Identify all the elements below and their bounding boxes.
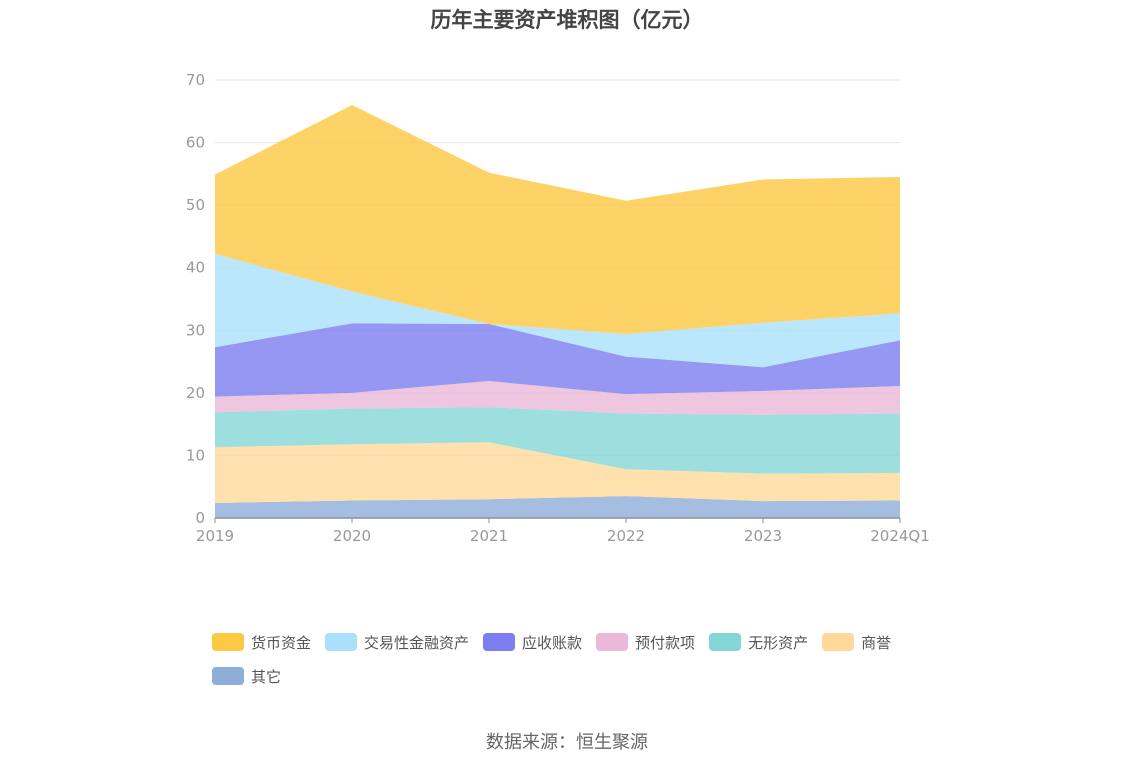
- chart-title: 历年主要资产堆积图（亿元）: [430, 8, 704, 32]
- y-tick-label-0: 0: [195, 509, 205, 527]
- legend-swatch-goodwill: [822, 633, 855, 651]
- y-tick-label-40: 40: [186, 259, 205, 277]
- y-tick-label-70: 70: [186, 71, 205, 89]
- legend-swatch-intangible-assets: [709, 633, 742, 651]
- legend-swatch-cash: [212, 633, 244, 651]
- legend-item-trading-financial-assets[interactable]: 交易性金融资产: [325, 630, 469, 654]
- legend-item-other[interactable]: 其它: [212, 664, 281, 688]
- y-tick-label-50: 50: [186, 196, 205, 214]
- legend-swatch-trading-financial-assets: [325, 633, 358, 651]
- legend-swatch-other: [212, 667, 244, 685]
- data-source-note: 数据来源：恒生聚源: [486, 732, 648, 753]
- y-tick-label-60: 60: [186, 134, 205, 152]
- legend-item-intangible-assets[interactable]: 无形资产: [709, 630, 808, 654]
- legend-label-other: 其它: [251, 667, 282, 686]
- legend-label-accounts-receivable: 应收账款: [522, 633, 583, 652]
- area-series-3: [215, 381, 900, 415]
- legend-swatch-accounts-receivable: [483, 633, 516, 651]
- legend-label-cash: 货币资金: [251, 633, 312, 652]
- y-tick-label-30: 30: [186, 321, 205, 339]
- legend-item-prepayments[interactable]: 预付款项: [596, 630, 695, 654]
- legend-item-cash[interactable]: 货币资金: [212, 630, 311, 654]
- area-series-1: [215, 442, 900, 503]
- x-tick-label-0: 2019: [196, 527, 234, 545]
- area-series-5: [215, 253, 900, 368]
- area-series-0: [215, 496, 900, 518]
- chart-legend: 货币资金 交易性金融资产 应收账款 预付款项 无形资产 商誉 其它: [212, 630, 972, 688]
- y-tick-label-10: 10: [186, 446, 205, 464]
- stacked-area-chart: 0 10 20 30 40 50 60 70 2019 2020 2021 2022 2023 2024Q…: [186, 71, 930, 545]
- area-series-6: [215, 105, 900, 334]
- x-tick-label-2: 2021: [470, 527, 508, 545]
- legend-swatch-prepayments: [596, 633, 629, 651]
- legend-item-accounts-receivable[interactable]: 应收账款: [483, 630, 582, 654]
- legend-label-intangible-assets: 无形资产: [748, 633, 809, 652]
- legend-label-prepayments: 预付款项: [635, 633, 696, 652]
- legend-label-goodwill: 商誉: [861, 633, 892, 652]
- legend-item-goodwill[interactable]: 商誉: [822, 630, 891, 654]
- x-tick-label-3: 2022: [607, 527, 645, 545]
- area-series-2: [215, 407, 900, 474]
- legend-label-trading-financial-assets: 交易性金融资产: [364, 633, 470, 652]
- x-tick-label-1: 2020: [333, 527, 371, 545]
- x-tick-label-4: 2023: [744, 527, 782, 545]
- y-tick-label-20: 20: [186, 384, 205, 402]
- x-tick-label-5: 2024Q1: [870, 527, 930, 545]
- area-series-4: [215, 323, 900, 397]
